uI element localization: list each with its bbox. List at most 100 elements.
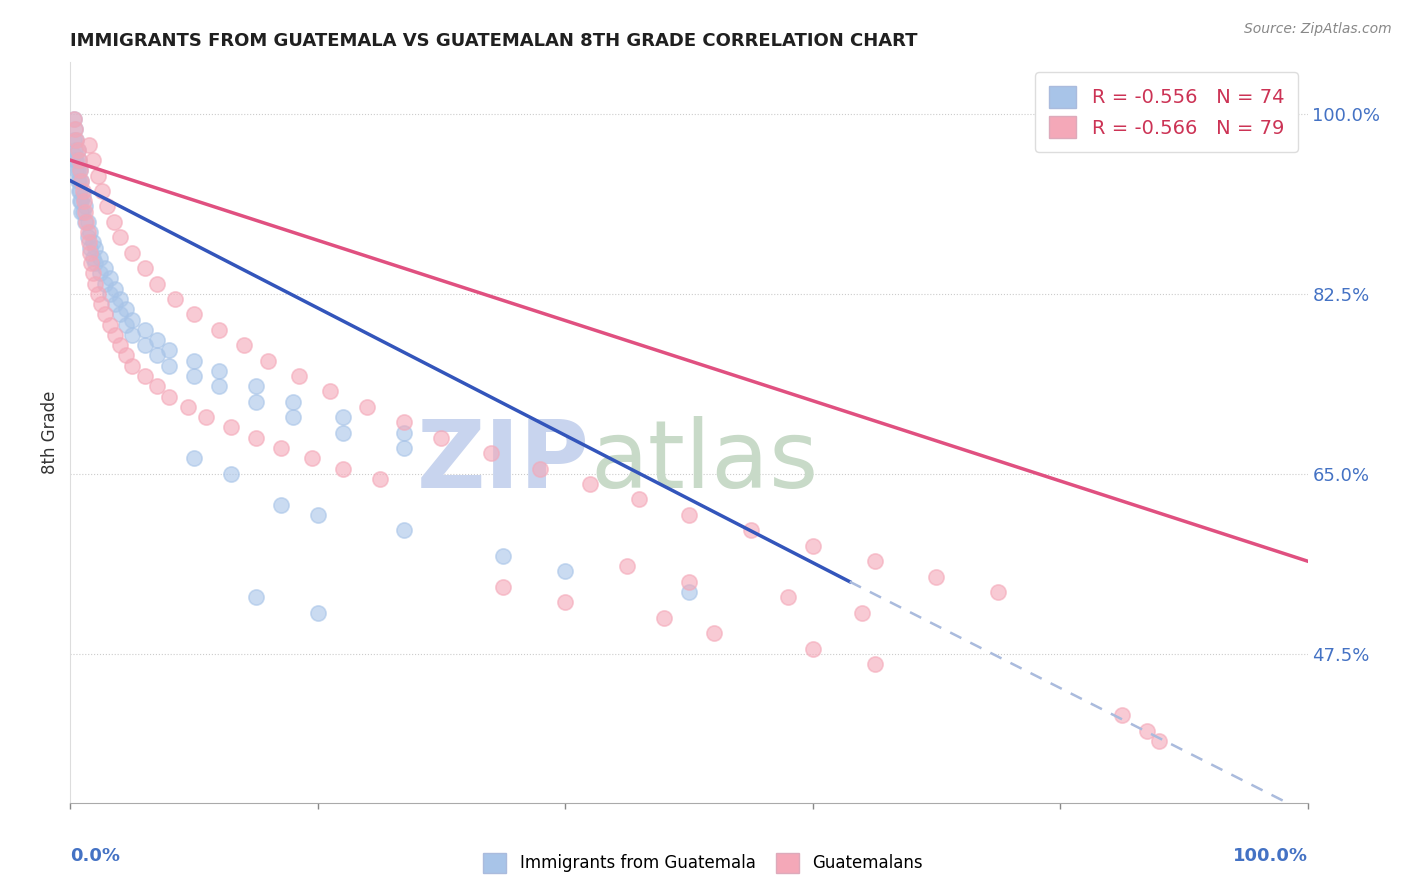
Point bbox=[108, 338, 131, 352]
Point bbox=[208, 364, 231, 378]
Point bbox=[108, 292, 131, 306]
Point bbox=[73, 194, 96, 209]
Point bbox=[104, 297, 127, 311]
Point bbox=[492, 580, 515, 594]
Point bbox=[301, 451, 323, 466]
Point bbox=[75, 215, 97, 229]
Point bbox=[281, 410, 304, 425]
Point bbox=[65, 122, 87, 136]
Point bbox=[104, 327, 127, 342]
Point bbox=[257, 353, 280, 368]
Point bbox=[146, 349, 169, 363]
Point bbox=[987, 585, 1010, 599]
Point bbox=[801, 539, 824, 553]
Point bbox=[146, 277, 169, 291]
Point bbox=[69, 163, 91, 178]
Point bbox=[183, 307, 205, 321]
Point bbox=[63, 112, 86, 126]
Point bbox=[70, 204, 93, 219]
Point bbox=[67, 184, 90, 198]
Point bbox=[554, 595, 576, 609]
Point bbox=[79, 240, 101, 255]
Point bbox=[579, 477, 602, 491]
Point bbox=[245, 431, 267, 445]
Point bbox=[245, 379, 267, 393]
Point bbox=[134, 338, 156, 352]
Point bbox=[72, 189, 94, 203]
Point bbox=[63, 132, 86, 146]
Point bbox=[288, 369, 311, 384]
Point bbox=[356, 400, 378, 414]
Point bbox=[108, 230, 131, 244]
Point bbox=[307, 508, 329, 522]
Point bbox=[89, 266, 111, 280]
Point bbox=[65, 163, 87, 178]
Point bbox=[134, 323, 156, 337]
Point bbox=[1136, 723, 1159, 738]
Point bbox=[77, 235, 100, 250]
Point bbox=[76, 230, 98, 244]
Point bbox=[98, 286, 121, 301]
Point bbox=[430, 431, 453, 445]
Point bbox=[66, 174, 89, 188]
Point bbox=[863, 657, 886, 671]
Point bbox=[1147, 734, 1170, 748]
Point bbox=[96, 199, 118, 213]
Point bbox=[121, 312, 143, 326]
Point bbox=[75, 204, 97, 219]
Point bbox=[195, 410, 218, 425]
Point bbox=[115, 349, 138, 363]
Legend: R = -0.556   N = 74, R = -0.566   N = 79: R = -0.556 N = 74, R = -0.566 N = 79 bbox=[1035, 72, 1298, 152]
Point bbox=[183, 353, 205, 368]
Point bbox=[270, 441, 292, 455]
Point bbox=[703, 626, 725, 640]
Point bbox=[94, 277, 117, 291]
Point bbox=[77, 137, 100, 152]
Point bbox=[94, 307, 117, 321]
Text: IMMIGRANTS FROM GUATEMALA VS GUATEMALAN 8TH GRADE CORRELATION CHART: IMMIGRANTS FROM GUATEMALA VS GUATEMALAN … bbox=[70, 32, 918, 50]
Point bbox=[82, 153, 104, 168]
Point bbox=[79, 225, 101, 239]
Point bbox=[115, 302, 138, 317]
Point bbox=[332, 461, 354, 475]
Point bbox=[1111, 708, 1133, 723]
Point bbox=[75, 199, 97, 213]
Point bbox=[82, 235, 104, 250]
Point bbox=[232, 338, 254, 352]
Point bbox=[82, 266, 104, 280]
Point bbox=[628, 492, 651, 507]
Point bbox=[616, 559, 638, 574]
Point bbox=[165, 292, 187, 306]
Point bbox=[332, 410, 354, 425]
Point bbox=[332, 425, 354, 440]
Point bbox=[79, 245, 101, 260]
Point bbox=[91, 184, 114, 198]
Point bbox=[66, 143, 89, 157]
Point bbox=[121, 359, 143, 373]
Point bbox=[678, 508, 700, 522]
Point bbox=[65, 153, 87, 168]
Point bbox=[94, 261, 117, 276]
Point bbox=[208, 379, 231, 393]
Point bbox=[90, 297, 112, 311]
Point bbox=[157, 359, 180, 373]
Point bbox=[146, 379, 169, 393]
Point bbox=[219, 420, 242, 434]
Point bbox=[65, 143, 87, 157]
Point bbox=[121, 245, 143, 260]
Point bbox=[678, 574, 700, 589]
Text: Source: ZipAtlas.com: Source: ZipAtlas.com bbox=[1244, 22, 1392, 37]
Point bbox=[479, 446, 502, 460]
Point bbox=[863, 554, 886, 568]
Point bbox=[70, 194, 93, 209]
Text: 0.0%: 0.0% bbox=[70, 847, 121, 865]
Point bbox=[65, 132, 87, 146]
Point bbox=[281, 394, 304, 409]
Point bbox=[70, 174, 93, 188]
Point bbox=[63, 148, 86, 162]
Point bbox=[776, 590, 799, 604]
Point bbox=[925, 569, 948, 583]
Point bbox=[134, 261, 156, 276]
Point bbox=[146, 333, 169, 347]
Point bbox=[69, 194, 91, 209]
